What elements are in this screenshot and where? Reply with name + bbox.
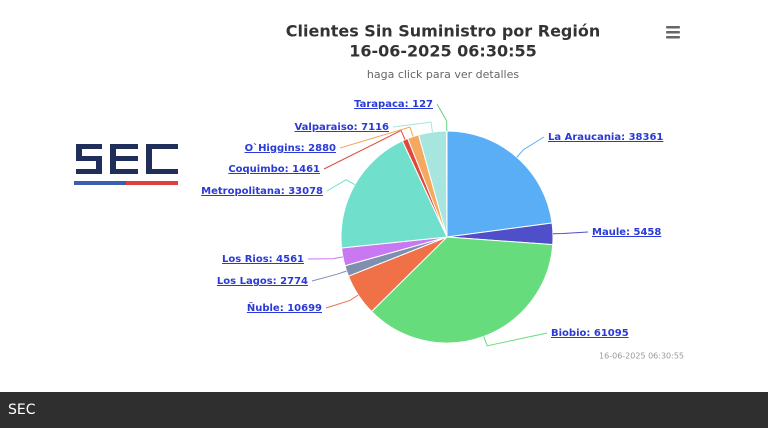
- data-label[interactable]: O`Higgins: 2880: [245, 142, 336, 154]
- pie-slice[interactable]: [340, 140, 448, 249]
- connector: [311, 270, 347, 282]
- data-label[interactable]: Biobio: 61095: [551, 328, 629, 339]
- footer: SEC: [0, 392, 768, 428]
- connector: [436, 103, 448, 132]
- data-label[interactable]: Maule: 5458: [592, 227, 661, 238]
- chart-title-date: 16-06-2025 06:30:55: [349, 42, 537, 61]
- data-label[interactable]: Ñuble: 10699: [247, 301, 322, 314]
- connector: [552, 231, 589, 235]
- data-label[interactable]: Coquimbo: 1461: [228, 164, 320, 175]
- sec-logo: [74, 144, 178, 185]
- pie-slice[interactable]: [445, 130, 448, 238]
- connector: [325, 294, 359, 309]
- connector: [339, 126, 414, 149]
- menu-button[interactable]: [666, 26, 680, 39]
- connector: [323, 129, 406, 170]
- connector: [392, 121, 433, 133]
- chart: Clientes Sin Suministro por Región 16-06…: [74, 22, 684, 361]
- data-label[interactable]: La Araucania: 38361: [548, 132, 663, 143]
- connector: [326, 179, 356, 192]
- data-label[interactable]: Metropolitana: 33078: [201, 186, 323, 197]
- connector: [307, 256, 343, 260]
- connector: [483, 332, 548, 347]
- footer-text: SEC: [8, 402, 36, 418]
- chart-credits: 16-06-2025 06:30:55: [599, 352, 684, 361]
- chart-subtitle: haga click para ver detalles: [367, 68, 519, 81]
- data-label[interactable]: Tarapaca: 127: [354, 99, 433, 110]
- data-label[interactable]: Los Rios: 4561: [222, 254, 304, 265]
- pie-slice[interactable]: [446, 130, 553, 238]
- pie-slice[interactable]: [370, 236, 554, 344]
- connector: [516, 136, 545, 158]
- data-label[interactable]: Los Lagos: 2774: [217, 276, 308, 287]
- chart-title: Clientes Sin Suministro por Región: [286, 22, 600, 41]
- data-label[interactable]: Valparaiso: 7116: [294, 122, 389, 133]
